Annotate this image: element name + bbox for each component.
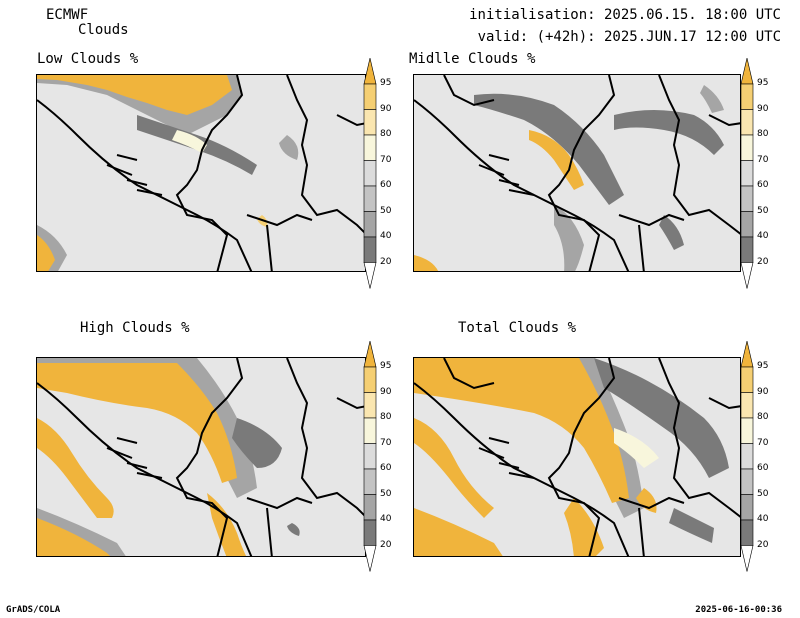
- colorbar-segment: [740, 236, 754, 263]
- panel-title-high-clouds: High Clouds %: [80, 320, 190, 336]
- colorbar-tick-label: 90: [380, 386, 392, 397]
- colorbar-segment: [740, 417, 754, 444]
- colorbar-segment: [363, 468, 377, 495]
- colorbar-high-clouds: 95 90 80 70 60 50 40 20: [362, 341, 398, 575]
- colorbar-tick-label: 20: [380, 256, 392, 267]
- colorbar-tick-label: 60: [380, 463, 392, 473]
- colorbar-tick-label: 80: [380, 412, 392, 422]
- colorbar-segment: [740, 366, 754, 393]
- colorbar-tick-label: 80: [757, 412, 769, 422]
- colorbar-tick-label: 90: [757, 103, 769, 114]
- colorbar-tick-label: 90: [757, 386, 769, 397]
- colorbar-top-arrow: [363, 341, 377, 368]
- cloud-field-high: [37, 358, 300, 556]
- colorbar-tick-label: 70: [757, 154, 769, 165]
- colorbar-segment: [740, 392, 754, 419]
- colorbar-tick-label: 20: [757, 539, 769, 550]
- colorbar-segment: [363, 83, 377, 110]
- colorbar-segment: [740, 519, 754, 546]
- colorbar-segment: [740, 211, 754, 238]
- colorbar-tick-label: 60: [380, 180, 392, 190]
- coastlines-high: [37, 358, 365, 556]
- colorbar-tick-label: 50: [380, 205, 392, 216]
- colorbar-tick-label: 70: [380, 437, 392, 448]
- colorbar-tick-label: 95: [380, 361, 392, 371]
- colorbar-segment: [740, 109, 754, 136]
- panel-title-low-clouds: Low Clouds %: [37, 51, 139, 67]
- colorbar-segment: [363, 160, 377, 187]
- colorbar-tick-label: 40: [380, 514, 392, 524]
- map-middle-clouds: [413, 74, 741, 272]
- coastlines-total: [414, 358, 740, 556]
- colorbar-tick-label: 70: [380, 154, 392, 165]
- panel-title-total-clouds: Total Clouds %: [458, 320, 577, 336]
- colorbar-segment: [740, 134, 754, 161]
- footer-software-credit: GrADS/COLA: [6, 605, 61, 615]
- colorbar-top-arrow: [740, 341, 754, 368]
- colorbar-bottom-arrow: [363, 545, 377, 572]
- model-name: ECMWF: [46, 7, 89, 23]
- colorbar-tick-label: 60: [757, 180, 769, 190]
- colorbar-bottom-arrow: [740, 262, 754, 289]
- map-low-clouds: [36, 74, 366, 272]
- colorbar-segment: [363, 211, 377, 238]
- footer-timestamp: 2025-06-16-00:36: [695, 605, 782, 615]
- colorbar-top-arrow: [740, 58, 754, 85]
- colorbar-tick-label: 70: [757, 437, 769, 448]
- colorbar-tick-label: 40: [380, 231, 392, 241]
- colorbar-tick-label: 40: [757, 514, 769, 524]
- colorbar-top-arrow: [363, 58, 377, 85]
- cloud-field-total: [414, 358, 729, 556]
- colorbar-bottom-arrow: [363, 262, 377, 289]
- colorbar-middle-clouds: 95 90 80 70 60 50 40 20: [739, 58, 775, 292]
- colorbar-tick-label: 95: [380, 78, 392, 88]
- colorbar-segment: [363, 236, 377, 263]
- colorbar-segment: [363, 134, 377, 161]
- colorbar-tick-label: 50: [757, 488, 769, 499]
- colorbar-segment: [363, 392, 377, 419]
- colorbar-segment: [363, 494, 377, 521]
- map-high-clouds: [36, 357, 366, 557]
- colorbar-tick-label: 60: [757, 463, 769, 473]
- colorbar-tick-label: 40: [757, 231, 769, 241]
- colorbar-total-clouds: 95 90 80 70 60 50 40 20: [739, 341, 775, 575]
- coastlines-low: [37, 75, 365, 271]
- colorbar-segment: [740, 185, 754, 212]
- colorbar-segment: [740, 83, 754, 110]
- colorbar-tick-label: 80: [380, 129, 392, 139]
- colorbar-segment: [363, 185, 377, 212]
- colorbar-tick-label: 20: [380, 539, 392, 550]
- colorbar-segment: [363, 443, 377, 470]
- colorbar-segment: [363, 109, 377, 136]
- cloud-field-middle: [414, 85, 724, 271]
- valid-time: valid: (+42h): 2025.JUN.17 12:00 UTC: [477, 29, 781, 45]
- initialisation-time: initialisation: 2025.06.15. 18:00 UTC: [469, 7, 781, 23]
- colorbar-segment: [740, 468, 754, 495]
- colorbar-low-clouds: 95 90 80 70 60 50 40 20: [362, 58, 398, 292]
- colorbar-bottom-arrow: [740, 545, 754, 572]
- map-total-clouds: [413, 357, 741, 557]
- colorbar-segment: [363, 417, 377, 444]
- panel-title-middle-clouds: Midlle Clouds %: [409, 51, 536, 67]
- cloud-field-low: [37, 75, 299, 271]
- colorbar-tick-label: 80: [757, 129, 769, 139]
- colorbar-segment: [363, 366, 377, 393]
- colorbar-tick-label: 95: [757, 78, 769, 88]
- colorbar-tick-label: 50: [380, 488, 392, 499]
- colorbar-segment: [740, 494, 754, 521]
- colorbar-tick-label: 95: [757, 361, 769, 371]
- coastlines-middle: [414, 75, 740, 271]
- colorbar-segment: [740, 443, 754, 470]
- colorbar-tick-label: 50: [757, 205, 769, 216]
- colorbar-segment: [363, 519, 377, 546]
- colorbar-tick-label: 20: [757, 256, 769, 267]
- product-name: Clouds: [78, 22, 129, 38]
- colorbar-tick-label: 90: [380, 103, 392, 114]
- colorbar-segment: [740, 160, 754, 187]
